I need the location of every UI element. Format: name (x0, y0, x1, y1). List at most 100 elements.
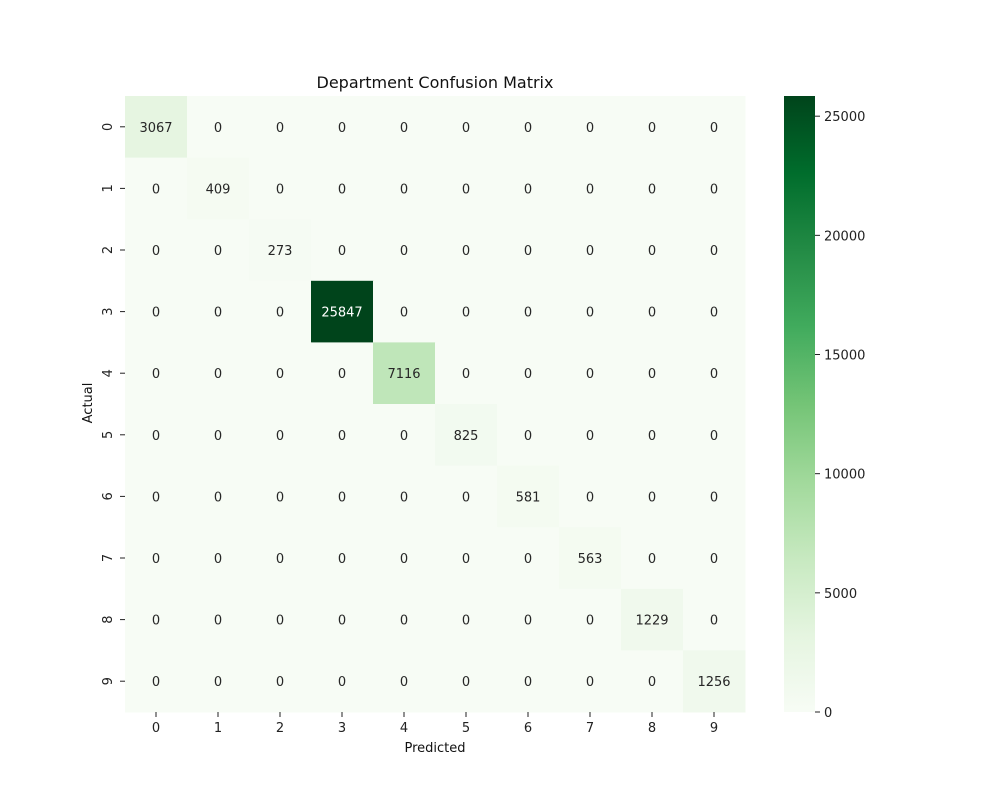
heatmap-cell (683, 219, 746, 282)
heatmap-cell (621, 527, 684, 590)
y-tick-label: 0 (101, 123, 116, 131)
x-tick-label: 4 (400, 721, 408, 736)
x-axis-ticks: 0 1 2 3 4 5 6 7 8 9 (152, 712, 718, 736)
heatmap-cell (621, 404, 684, 467)
cell-value-label: 0 (338, 244, 346, 259)
cell-value-label: 0 (524, 182, 532, 197)
heatmap-cell (125, 465, 188, 528)
cell-value-label: 0 (276, 490, 284, 505)
cell-value-label: 0 (586, 675, 594, 690)
cell-value-label: 0 (338, 675, 346, 690)
heatmap-cell (497, 280, 560, 343)
cell-value-label: 0 (400, 244, 408, 259)
heatmap-cell (683, 465, 746, 528)
cell-value-label: 0 (710, 490, 718, 505)
cell-value-label: 0 (462, 552, 470, 567)
cell-value-label: 0 (152, 490, 160, 505)
heatmap-cell (373, 404, 436, 467)
cell-value-label: 0 (338, 614, 346, 629)
cell-value-label: 0 (462, 614, 470, 629)
heatmap-cell (559, 588, 622, 651)
heatmap-cell (683, 588, 746, 651)
heatmap-cell (311, 96, 374, 159)
cell-value-label: 0 (586, 490, 594, 505)
cell-value-label: 0 (400, 675, 408, 690)
heatmap-cell (559, 342, 622, 405)
cell-value-label: 0 (710, 182, 718, 197)
heatmap-cell (435, 588, 498, 651)
heatmap-cell (187, 157, 250, 220)
cell-value-label: 0 (276, 121, 284, 136)
cell-value-label: 0 (462, 675, 470, 690)
heatmap-cell (373, 588, 436, 651)
heatmap-cell (373, 219, 436, 282)
cell-value-label: 0 (400, 306, 408, 321)
cell-value-label: 0 (152, 675, 160, 690)
colorbar-ticks: 0 5000 10000 15000 20000 25000 (815, 110, 865, 721)
heatmap-cell (125, 157, 188, 220)
heatmap-cell (435, 404, 498, 467)
x-tick-label: 7 (586, 721, 594, 736)
heatmap-cell (559, 96, 622, 159)
cell-value-label: 0 (276, 182, 284, 197)
cell-value-label: 0 (214, 614, 222, 629)
cell-value-label: 0 (462, 121, 470, 136)
cell-value-label: 0 (648, 367, 656, 382)
cell-value-label: 0 (462, 182, 470, 197)
heatmap-cell (621, 157, 684, 220)
cell-value-label: 0 (152, 182, 160, 197)
heatmap-cell (249, 588, 312, 651)
cell-value-label: 0 (214, 121, 222, 136)
cell-value-label: 0 (338, 367, 346, 382)
cell-value-label: 0 (648, 675, 656, 690)
heatmap-cell (125, 527, 188, 590)
cell-value-label: 0 (710, 429, 718, 444)
cell-value-label: 0 (648, 306, 656, 321)
y-tick-label: 2 (101, 246, 116, 254)
y-tick-label: 6 (101, 492, 116, 500)
cell-value-label: 0 (400, 121, 408, 136)
heatmap-cell (125, 404, 188, 467)
heatmap-cell (559, 404, 622, 467)
heatmap-cell (187, 96, 250, 159)
x-tick-label: 5 (462, 721, 470, 736)
heatmap-cell (249, 280, 312, 343)
cell-value-label: 0 (586, 614, 594, 629)
cell-value-label: 0 (276, 614, 284, 629)
heatmap-cell (683, 650, 746, 713)
cell-value-label: 0 (276, 429, 284, 444)
cell-value-label: 0 (338, 429, 346, 444)
cell-value-label: 0 (400, 429, 408, 444)
heatmap-cell (559, 157, 622, 220)
cell-value-label: 0 (648, 182, 656, 197)
heatmap-cell (249, 157, 312, 220)
y-tick-label: 8 (101, 615, 116, 623)
heatmap-cell (621, 96, 684, 159)
heatmap-cell (311, 527, 374, 590)
cell-value-label: 563 (578, 552, 603, 567)
heatmap-cell (683, 96, 746, 159)
heatmap-cell (435, 342, 498, 405)
cell-value-label: 0 (710, 367, 718, 382)
cell-value-label: 0 (276, 367, 284, 382)
heatmap-cell (373, 157, 436, 220)
heatmap-cell (187, 650, 250, 713)
cell-value-label: 0 (152, 244, 160, 259)
heatmap-cell (187, 219, 250, 282)
cell-value-label: 3067 (139, 121, 172, 136)
heatmap-cell (311, 157, 374, 220)
heatmap-cell (187, 588, 250, 651)
heatmap-cell (187, 465, 250, 528)
heatmap-cell (683, 157, 746, 220)
cell-value-label: 0 (462, 490, 470, 505)
heatmap-cell (621, 280, 684, 343)
cell-value-label: 0 (338, 121, 346, 136)
cell-value-label: 0 (338, 552, 346, 567)
cell-value-label: 0 (400, 614, 408, 629)
cell-value-label: 1229 (635, 614, 668, 629)
heatmap-cell (311, 465, 374, 528)
heatmap-cell (311, 342, 374, 405)
heatmap-cell (497, 465, 560, 528)
heatmap-cell (559, 650, 622, 713)
